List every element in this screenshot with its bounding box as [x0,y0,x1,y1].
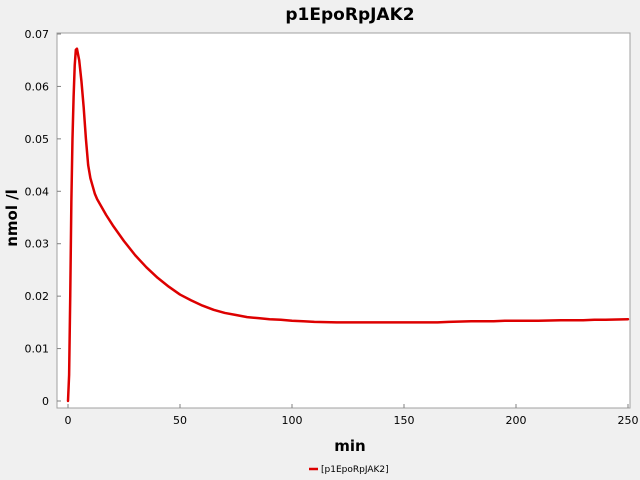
series-line [66,47,630,403]
y-axis-label: nmol /l [3,189,21,247]
series-layer [66,47,630,403]
legend-label: [p1EpoRpJAK2] [321,465,389,475]
chart-title: p1EpoRpJAK2 [285,5,414,25]
x-tick-label: 0 [65,414,72,427]
x-tick-label: 50 [173,414,187,427]
y-tick-label: 0.06 [25,80,50,93]
x-tick-label: 250 [618,414,639,427]
legend: [p1EpoRpJAK2] [309,465,389,475]
y-tick-label: 0.07 [25,28,50,41]
y-tick-label: 0 [42,395,49,408]
plot-area [56,32,631,409]
x-axis-label: min [334,437,365,455]
x-tick-label: 100 [282,414,303,427]
y-tick-label: 0.03 [25,238,50,251]
x-tick-label: 200 [506,414,527,427]
y-tick-label: 0.05 [25,133,50,146]
y-axis: 0 0.01 0.02 0.03 0.04 0.05 0.06 0.07 [25,28,61,408]
x-tick-label: 150 [394,414,415,427]
y-tick-label: 0.02 [25,290,50,303]
y-tick-label: 0.01 [25,343,50,356]
x-axis: 0 50 100 150 200 250 [65,404,639,427]
y-tick-label: 0.04 [25,185,50,198]
